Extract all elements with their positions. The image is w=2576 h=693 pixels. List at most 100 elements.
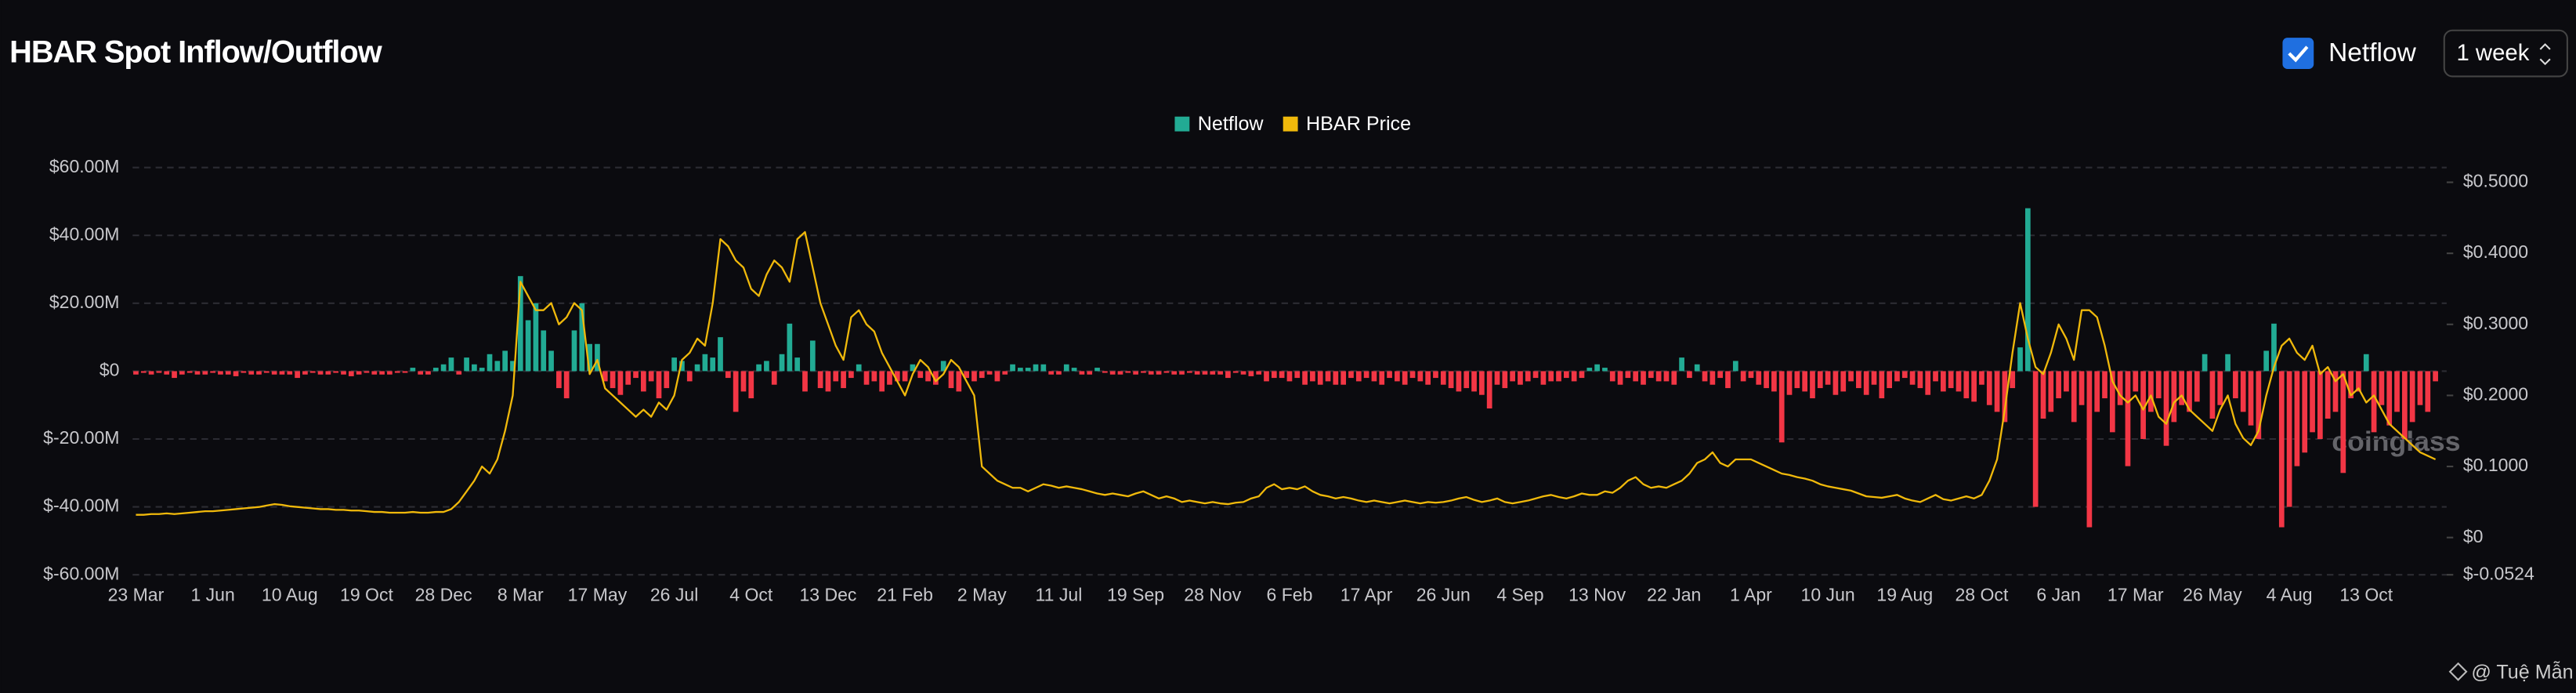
bar — [1802, 371, 1808, 392]
bar — [971, 371, 977, 382]
bar — [1109, 371, 1116, 375]
checkbox[interactable] — [2282, 38, 2314, 69]
bar — [1232, 371, 1239, 373]
bar — [1456, 371, 1462, 392]
bar — [1648, 371, 1654, 379]
bar — [1602, 368, 1608, 372]
bar — [2286, 371, 2292, 507]
y2-tick-label: $0.5000 — [2463, 171, 2528, 191]
bar — [325, 371, 331, 375]
bar — [656, 371, 662, 399]
bar — [225, 371, 231, 375]
bar — [210, 371, 215, 373]
bar — [464, 357, 469, 372]
bar — [686, 371, 693, 382]
x-tick-label: 8 Mar — [497, 585, 544, 605]
period-select[interactable]: 1 week — [2443, 29, 2568, 78]
bar — [2263, 350, 2270, 372]
bar — [2140, 371, 2146, 440]
toggle-label[interactable]: Netflow — [2328, 38, 2417, 67]
bar — [1371, 371, 1377, 382]
bar — [1725, 371, 1731, 389]
bar — [725, 371, 731, 379]
bar — [1518, 371, 1523, 385]
bar — [764, 361, 769, 372]
x-tick-label: 26 Jul — [650, 585, 698, 605]
bar — [1879, 371, 1885, 399]
bar — [164, 371, 170, 375]
select-value[interactable]: 1 week — [2456, 40, 2529, 66]
bar — [1986, 371, 1992, 405]
bar — [2310, 371, 2315, 433]
bar — [379, 371, 385, 375]
x-tick-label: 6 Feb — [1266, 585, 1312, 605]
bar — [602, 371, 608, 382]
bar — [2209, 371, 2216, 419]
bar — [1917, 371, 1923, 389]
bar — [2179, 371, 2185, 405]
bar — [856, 364, 862, 372]
bar — [1687, 371, 1692, 379]
bar — [1655, 371, 1662, 382]
bar — [1056, 371, 1062, 375]
bar — [702, 354, 708, 372]
bar — [1540, 371, 1547, 385]
x-tick-label: 19 Sep — [1107, 585, 1164, 605]
legend-label: HBAR Price — [1306, 113, 1411, 135]
bar — [664, 371, 670, 389]
bar — [1671, 371, 1677, 385]
bar — [794, 357, 801, 372]
bar — [1217, 371, 1223, 375]
bar — [364, 371, 370, 373]
bar — [1202, 371, 1208, 375]
select-box[interactable] — [2443, 29, 2568, 78]
bar — [825, 371, 831, 392]
bar — [1532, 371, 1539, 379]
bar — [1548, 371, 1554, 382]
y-tick-label: $-20.00M — [43, 427, 119, 448]
bar — [2202, 354, 2208, 372]
bar — [740, 371, 747, 392]
bar — [871, 371, 877, 382]
bar — [809, 340, 816, 372]
bar — [2248, 371, 2254, 426]
bar — [1286, 371, 1293, 382]
bar — [1194, 371, 1200, 375]
bar — [1471, 371, 1477, 392]
bar — [894, 371, 900, 382]
bar — [1909, 371, 1916, 385]
bar — [2217, 371, 2223, 405]
y-tick-label: $60.00M — [49, 156, 120, 176]
netflow-toggle[interactable]: Netflow — [2282, 38, 2417, 69]
price-line — [136, 230, 2437, 516]
x-tick-label: 28 Dec — [415, 585, 472, 605]
bar — [263, 371, 270, 373]
x-tick-label: 19 Aug — [1876, 585, 1933, 605]
x-tick-label: 13 Dec — [799, 585, 856, 605]
bar — [956, 371, 962, 392]
bar — [994, 371, 1000, 382]
bar — [2032, 371, 2039, 507]
y2-tick-label: $-0.0524 — [2463, 563, 2534, 583]
bar — [202, 371, 208, 375]
bar — [1333, 371, 1339, 385]
bar — [1025, 368, 1031, 372]
bar — [371, 371, 378, 375]
legend-swatch — [1174, 116, 1190, 132]
bar — [156, 371, 162, 373]
bar — [1933, 371, 1938, 382]
bar — [1079, 371, 1085, 375]
bar — [1256, 371, 1262, 375]
credit: @ Tuệ Mẫn — [2448, 661, 2574, 684]
bar — [456, 371, 462, 375]
bar — [948, 371, 954, 389]
bar — [1833, 371, 1839, 395]
bar — [1240, 371, 1246, 375]
bar — [1563, 371, 1569, 379]
bar — [1856, 371, 1861, 389]
bar — [2194, 371, 2200, 402]
bar — [1948, 371, 1954, 389]
bar — [2079, 371, 2085, 405]
bar — [2024, 208, 2031, 372]
bar — [910, 364, 916, 372]
